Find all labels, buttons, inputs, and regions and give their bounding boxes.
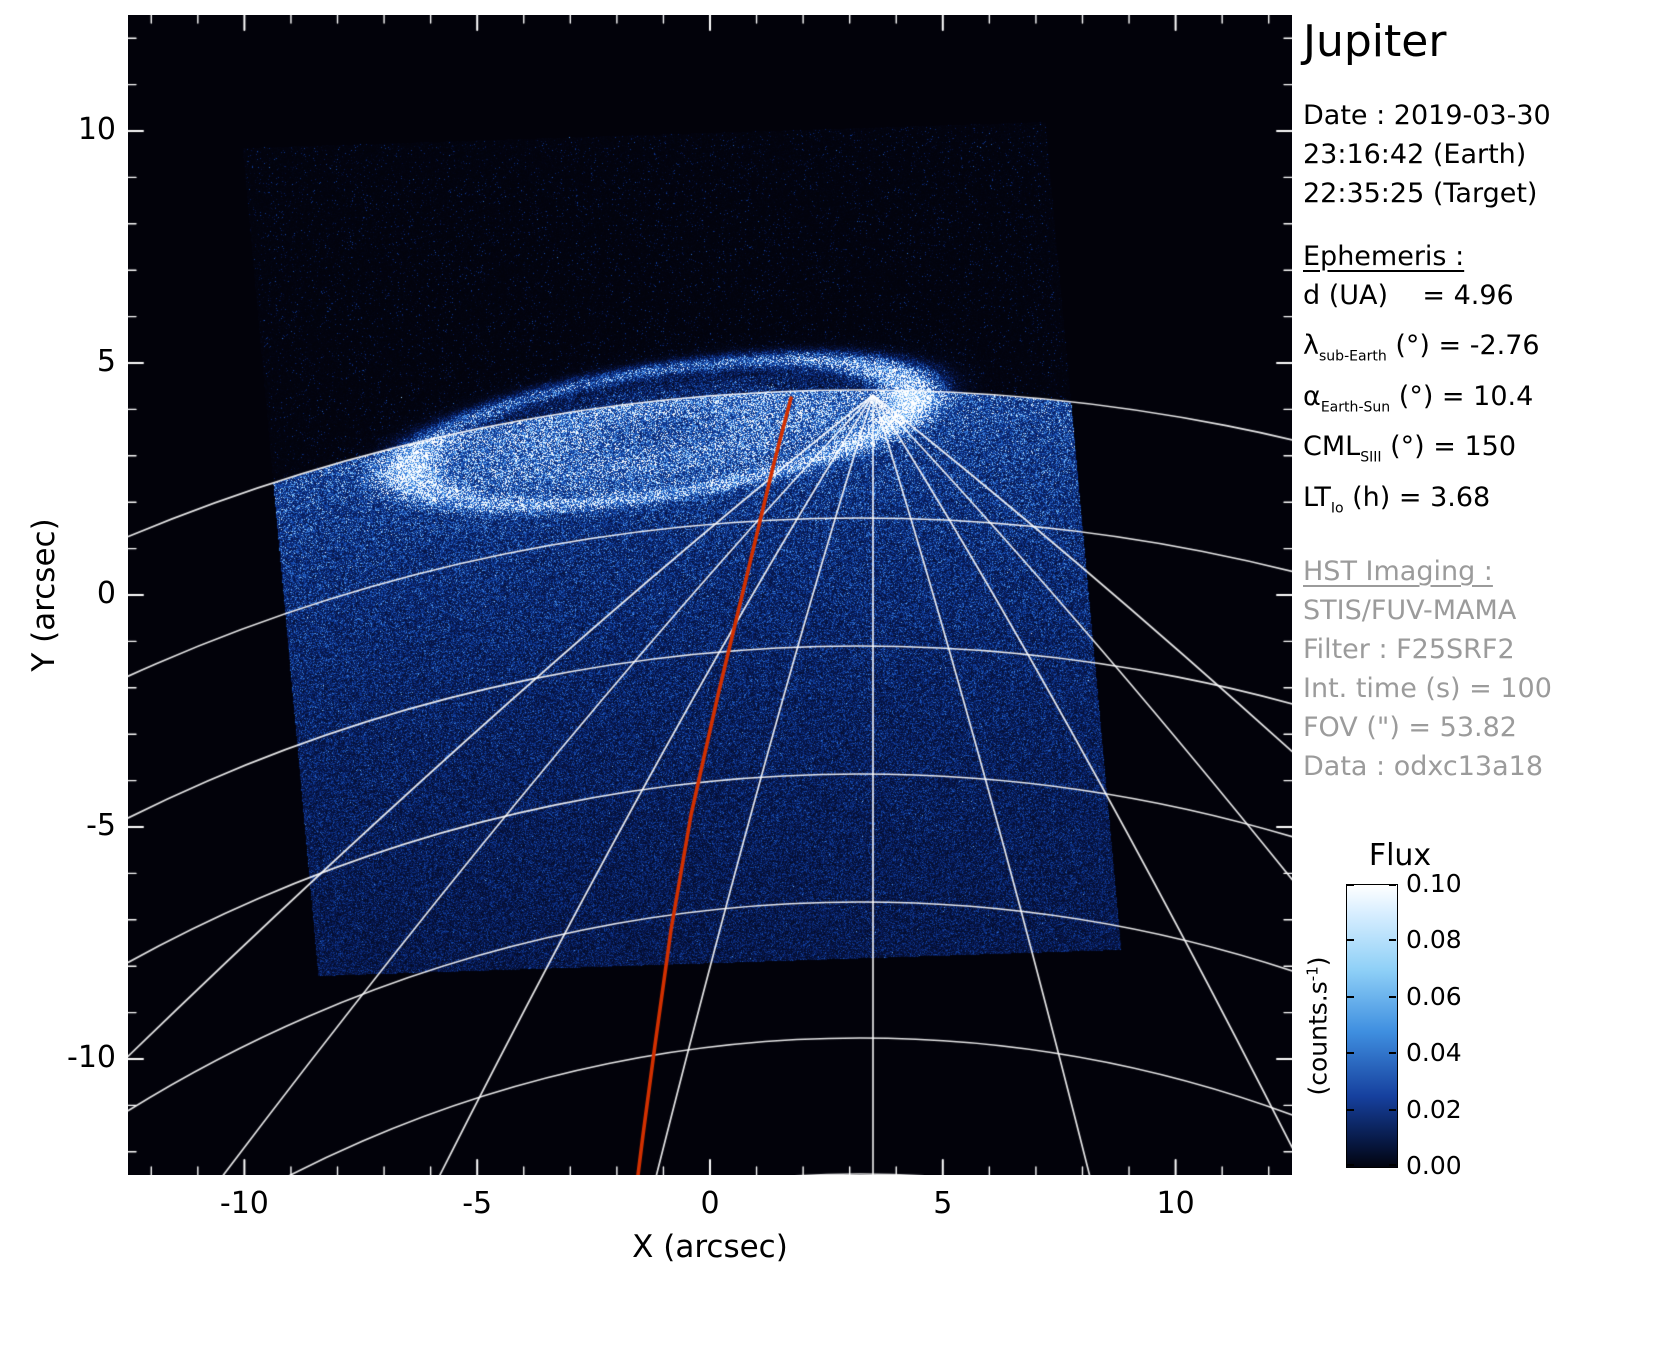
x-tick-label: 0 xyxy=(700,1186,719,1221)
colorbar-tick-mark xyxy=(1389,884,1396,886)
colorbar-tick-mark xyxy=(1389,939,1396,941)
colorbar-tick-label: 0.10 xyxy=(1406,869,1462,899)
colorbar-tick-label: 0.02 xyxy=(1406,1095,1462,1125)
date-line: Date : 2019-03-30 xyxy=(1303,96,1675,135)
colorbar-unit-label: (counts.s-1) xyxy=(1303,956,1332,1095)
colorbar-title: Flux xyxy=(1340,838,1460,873)
colorbar-tick-label: 0.00 xyxy=(1406,1151,1462,1181)
colorbar-tick-mark xyxy=(1389,1164,1396,1166)
colorbar-tick-mark xyxy=(1389,996,1396,998)
colorbar-tick-label: 0.08 xyxy=(1406,925,1462,955)
colorbar-tick-mark xyxy=(1347,939,1354,941)
x-tick-label: -5 xyxy=(462,1186,492,1221)
ephemeris-row-lt-io: LTIo (h) = 3.68 xyxy=(1303,478,1675,528)
colorbar-tick-mark xyxy=(1347,884,1354,886)
hst-int-time-line: Int. time (s) = 100 xyxy=(1303,669,1675,708)
colorbar-tick-mark xyxy=(1347,996,1354,998)
y-tick-label: 0 xyxy=(18,576,116,611)
colorbar-tick-label: 0.06 xyxy=(1406,982,1462,1012)
colorbar-tick-label: 0.04 xyxy=(1406,1038,1462,1068)
figure-root: X (arcsec) Y (arcsec) Jupiter Date : 201… xyxy=(0,0,1676,1367)
ephemeris-row-distance: d (UA) = 4.96 xyxy=(1303,276,1675,326)
hst-instrument-line: STIS/FUV-MAMA xyxy=(1303,591,1675,630)
y-tick-label: 10 xyxy=(18,112,116,147)
time-target-line: 22:35:25 (Target) xyxy=(1303,174,1675,213)
hst-filter-line: Filter : F25SRF2 xyxy=(1303,630,1675,669)
x-axis-label: X (arcsec) xyxy=(632,1229,788,1265)
x-tick-label: 5 xyxy=(933,1186,952,1221)
time-earth-line: 23:16:42 (Earth) xyxy=(1303,135,1675,174)
colorbar-tick-mark xyxy=(1347,1164,1354,1166)
ephemeris-row-lambda: λsub-Earth (°) = -2.76 xyxy=(1303,326,1675,376)
x-tick-label: 10 xyxy=(1157,1186,1195,1221)
colorbar-tick-mark xyxy=(1389,1052,1396,1054)
hst-imaging-header: HST Imaging : xyxy=(1303,552,1675,591)
hst-data-id-line: Data : odxc13a18 xyxy=(1303,747,1675,786)
x-tick-label: -10 xyxy=(220,1186,269,1221)
colorbar-tick-mark xyxy=(1347,1052,1354,1054)
target-title: Jupiter xyxy=(1303,14,1675,70)
y-tick-label: -10 xyxy=(18,1040,116,1075)
y-tick-label: 5 xyxy=(18,344,116,379)
colorbar-tick-mark xyxy=(1347,1109,1354,1111)
ephemeris-row-cml: CMLSIII (°) = 150 xyxy=(1303,427,1675,477)
info-panel: Jupiter Date : 2019-03-30 23:16:42 (Eart… xyxy=(1303,14,1675,786)
colorbar xyxy=(1346,884,1398,1168)
hst-fov-line: FOV (") = 53.82 xyxy=(1303,708,1675,747)
y-tick-label: -5 xyxy=(18,808,116,843)
colorbar-tick-mark xyxy=(1389,1109,1396,1111)
ephemeris-row-alpha: αEarth-Sun (°) = 10.4 xyxy=(1303,377,1675,427)
ephemeris-header: Ephemeris : xyxy=(1303,237,1675,276)
aurora-image-canvas xyxy=(128,15,1292,1175)
